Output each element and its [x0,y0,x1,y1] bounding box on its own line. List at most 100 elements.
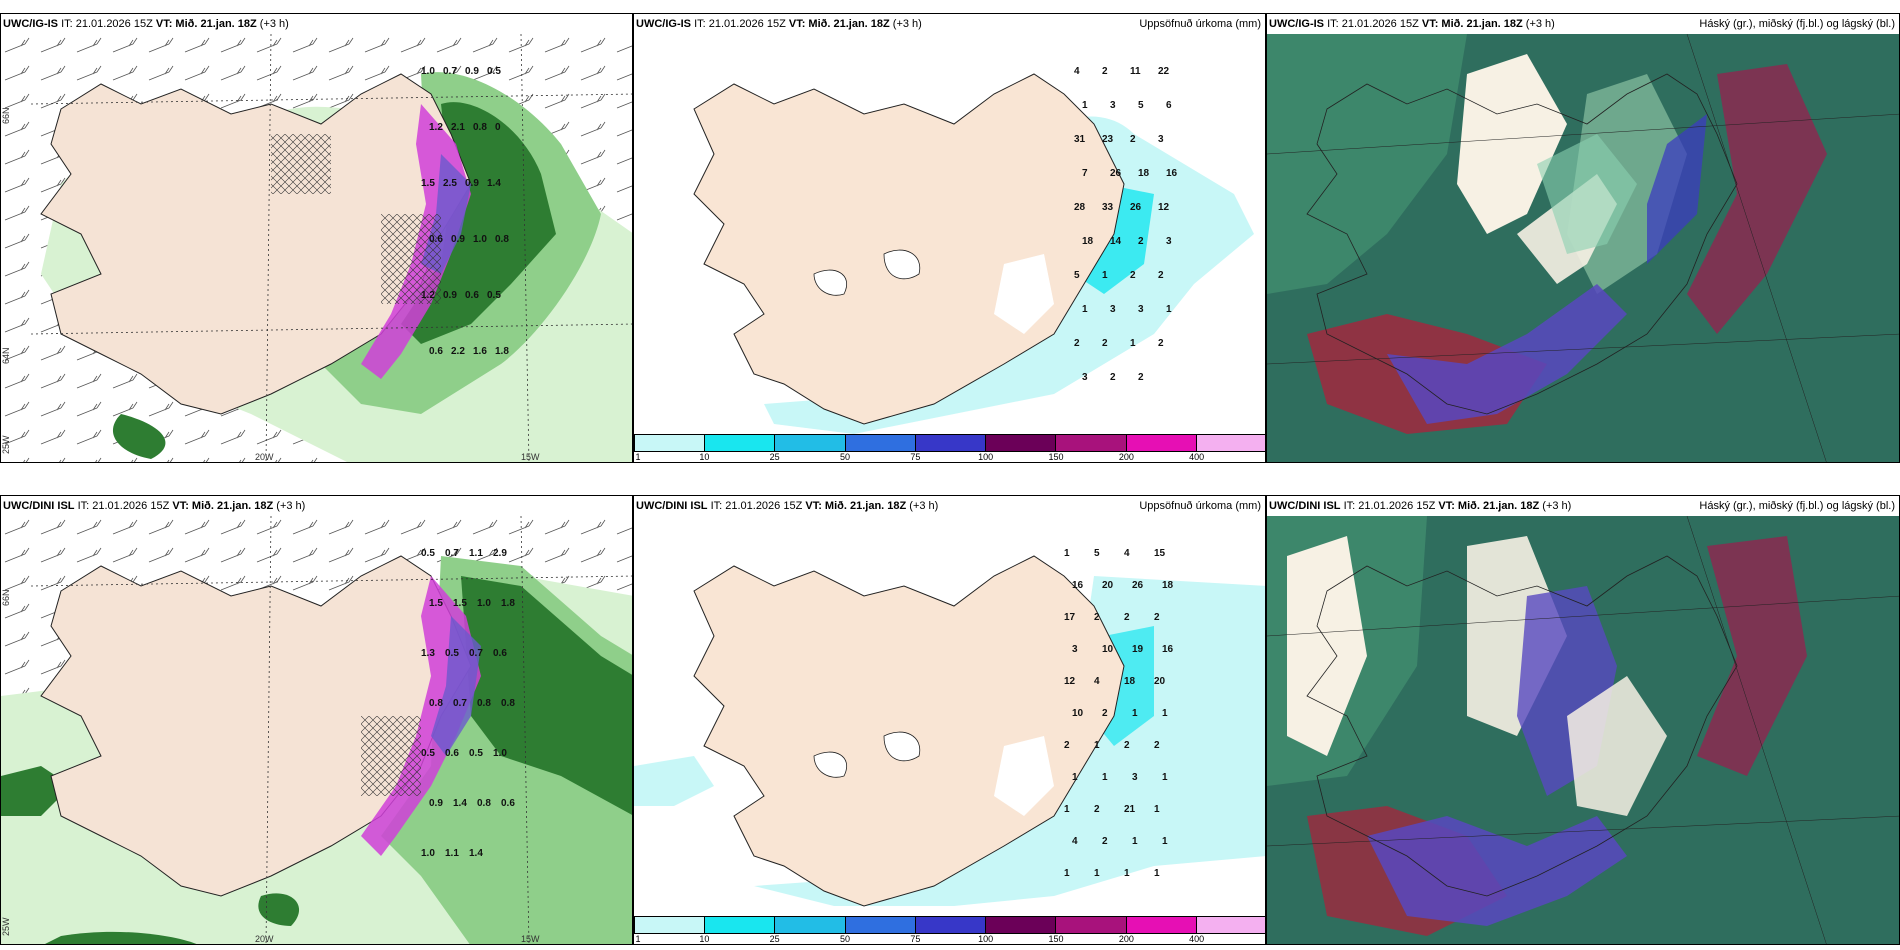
panel-header: UWC/DINI ISL IT: 21.01.2026 15Z VT: Mið.… [3,500,306,512]
colorbar-tick-label: 75 [910,934,921,944]
colorbar-swatch [1056,917,1127,933]
value-label: 1 [1166,304,1172,315]
value-label: 1 [1102,270,1108,281]
lon-label-25w: 25W [1,917,11,936]
colorbar-swatch [986,435,1057,451]
iceland-land [693,73,1125,425]
value-label: 0.6 [429,346,443,357]
precip-colorbar [634,434,1265,452]
colorbar-ticks: 1 10 25 50 75 100 150 200 400 [634,452,1265,462]
panel-wind-top: UWC/IG-IS IT: 21.01.2026 15Z VT: Mið. 21… [0,13,633,463]
value-label: 22 [1158,66,1170,77]
colorbar-swatch [915,917,987,933]
lon-label-20w: 20W [255,934,274,944]
value-label: 1 [1064,804,1070,815]
value-label: 1.6 [473,346,487,357]
colorbar-tick-label: 100 [978,452,994,462]
value-label: 6 [1166,100,1172,111]
value-label: 16 [1162,644,1174,655]
value-label: 3 [1166,236,1172,247]
value-label: 0.7 [469,648,483,659]
panel-field-title: Háský (gr.), miðský (fj.bl.) og lágský (… [1699,500,1895,512]
value-label: 12 [1158,202,1170,213]
value-label: 4 [1124,548,1130,559]
colorbar-swatch [1196,435,1265,451]
value-label: 1 [1072,772,1078,783]
value-label: 0.5 [445,648,459,659]
value-label: 11 [1130,66,1141,77]
value-label: 20 [1102,580,1114,591]
value-label: 10 [1102,644,1114,655]
colorbar-tick-label: 100 [978,934,994,944]
colorbar-tick-label: 10 [699,452,710,462]
precip-colorbar [634,916,1265,934]
colorbar-ticks: 1 10 25 50 75 100 150 200 400 [634,934,1265,944]
panel-field-title: Uppsöfnuð úrkoma (mm) [1139,18,1261,30]
colorbar-tick-label: 50 [839,452,851,462]
value-label: 26 [1132,580,1144,591]
value-label: 1 [1082,304,1088,315]
panel-field-title: Háský (gr.), miðský (fj.bl.) og lágský (… [1699,18,1895,30]
value-label: 1 [1162,836,1168,847]
value-label: 17 [1064,612,1076,623]
value-label: 1 [1102,772,1108,783]
colorbar-tick-label: 1 [635,452,641,462]
value-label: 1.2 [429,122,443,133]
value-label: 0.8 [429,698,443,709]
panel-header: UWC/DINI ISL IT: 21.01.2026 15Z VT: Mið.… [634,496,1265,516]
value-label: 10 [1072,708,1084,719]
value-label: 2 [1110,372,1116,383]
lon-label-25w: 25W [1,435,11,454]
value-label: 1.1 [445,848,459,859]
colorbar-swatch [915,435,987,451]
value-label: 1.0 [477,598,491,609]
colorbar-swatch [986,917,1057,933]
value-label: 0.7 [453,698,467,709]
colorbar-tick-label: 25 [769,452,780,462]
value-label: 15 [1154,548,1166,559]
value-label: 1.4 [453,798,467,809]
value-label: 0.6 [445,748,459,759]
lon-label-15w: 15W [521,934,540,944]
colorbar-swatch [1056,435,1127,451]
value-label: 16 [1166,168,1178,179]
value-label: 5 [1094,548,1100,559]
lon-label-20w: 20W [255,452,274,462]
value-label: 3 [1082,372,1088,383]
lat-label-66n: 66N [1,107,11,124]
colorbar-tick-label: 150 [1048,452,1064,462]
value-label: 3 [1110,100,1116,111]
value-label: 0.6 [465,290,479,301]
value-label: 23 [1102,134,1114,145]
value-labels: 0.5 0.7 1.1 2.9 1.5 1.5 1.0 1.8 1.3 0.5 0.7 0.6 0.8 0… [421,548,515,859]
colorbar-tick-label: 150 [1048,934,1064,944]
value-label: 1 [1162,708,1168,719]
colorbar-tick-label: 200 [1118,452,1134,462]
colorbar-tick-label: 25 [769,934,780,944]
panel-clouds-bottom: UWC/DINI ISL IT: 21.01.2026 15Z VT: Mið.… [1266,495,1900,945]
value-label: 0.6 [429,234,443,245]
value-label: 1 [1082,100,1088,111]
value-label: 2.5 [443,178,457,189]
value-label: 0.8 [473,122,487,133]
value-label: 0 [495,122,501,133]
cloud-map [1267,34,1899,462]
panel-precip-top: UWC/IG-IS IT: 21.01.2026 15Z VT: Mið. 21… [633,13,1266,463]
panel-clouds-top: UWC/IG-IS IT: 21.01.2026 15Z VT: Mið. 21… [1266,13,1900,463]
value-label: 1.0 [421,66,435,77]
colorbar-swatch [705,917,776,933]
value-label: 0.9 [465,66,479,77]
value-label: 0.9 [465,178,479,189]
value-label: 12 [1064,676,1076,687]
cloud-map [1267,516,1899,944]
panel-header: UWC/IG-IS IT: 21.01.2026 15Z VT: Mið. 21… [1267,14,1899,34]
value-label: 2 [1138,236,1144,247]
value-label: 0.8 [495,234,509,245]
value-label: 2 [1158,338,1164,349]
value-label: 0.8 [477,698,491,709]
value-label: 0.7 [445,548,459,559]
